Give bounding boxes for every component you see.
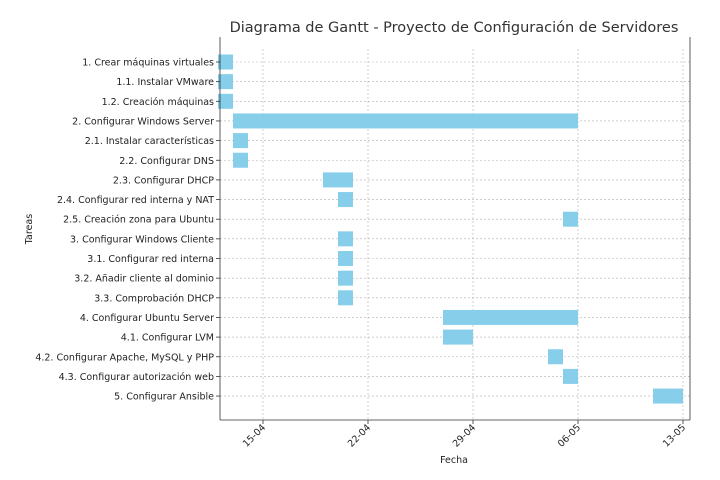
y-tick-label: 4.2. Configurar Apache, MySQL y PHP <box>35 352 214 363</box>
bar-layer <box>218 54 683 404</box>
gantt-bar <box>323 172 353 188</box>
gantt-bar <box>338 231 353 247</box>
y-tick-label: 1.1. Instalar VMware <box>116 77 214 88</box>
chart-title: Diagrama de Gantt - Proyecto de Configur… <box>230 20 679 36</box>
y-tick-label: 2.3. Configurar DHCP <box>113 175 214 186</box>
x-tick-label: 15-04 <box>241 422 268 449</box>
gantt-bar <box>443 309 578 325</box>
gantt-bar <box>563 211 578 227</box>
y-tick-label: 2.1. Instalar características <box>85 136 214 147</box>
y-tick-label: 4.3. Configurar autorización web <box>59 372 214 383</box>
x-tick-label: 22-04 <box>346 422 373 449</box>
y-tick-label: 3.3. Comprobación DHCP <box>94 293 214 304</box>
gantt-bar <box>338 270 353 286</box>
gantt-bar <box>338 290 353 306</box>
y-tick-label: 3.2. Añadir cliente al dominio <box>74 274 214 285</box>
gantt-bar <box>563 368 578 384</box>
gantt-bar <box>233 152 248 168</box>
y-tick-label: 1. Crear máquinas virtuales <box>82 58 214 69</box>
x-axis-label: Fecha <box>440 455 468 466</box>
y-tick-label: 3. Configurar Windows Cliente <box>70 234 214 245</box>
gantt-bar <box>338 192 353 208</box>
y-tick-label: 2.4. Configurar red interna y NAT <box>57 195 214 206</box>
gantt-bar <box>233 113 578 129</box>
axis-layer: 1. Crear máquinas virtuales 1.1. Instalar… <box>35 37 691 450</box>
y-tick-label: 2.5. Creación zona para Ubuntu <box>63 215 214 226</box>
y-tick-label: 2.2. Configurar DNS <box>119 156 214 167</box>
y-tick-label: 2. Configurar Windows Server <box>72 116 214 127</box>
y-tick-label: 3.1. Configurar red interna <box>87 254 214 265</box>
gantt-bar <box>218 74 233 90</box>
y-axis-label: Tareas <box>24 214 35 245</box>
gantt-bar <box>338 251 353 266</box>
grid-layer <box>220 49 690 420</box>
gantt-bar <box>548 349 563 365</box>
y-tick-label: 4. Configurar Ubuntu Server <box>80 313 214 324</box>
gantt-bar <box>443 329 473 345</box>
y-tick-label: 4.1. Configurar LVM <box>121 333 214 344</box>
y-tick-label: 1.2. Creación máquinas <box>102 97 214 108</box>
x-tick-label: 29-04 <box>451 422 478 449</box>
y-tick-label: 5. Configurar Ansible <box>114 392 214 403</box>
gantt-bar <box>218 93 233 109</box>
x-tick-label: 13-05 <box>661 422 688 449</box>
x-tick-label: 06-05 <box>556 422 583 449</box>
gantt-bar <box>653 388 683 404</box>
gantt-bar <box>233 133 248 149</box>
gantt-bar <box>218 54 233 70</box>
